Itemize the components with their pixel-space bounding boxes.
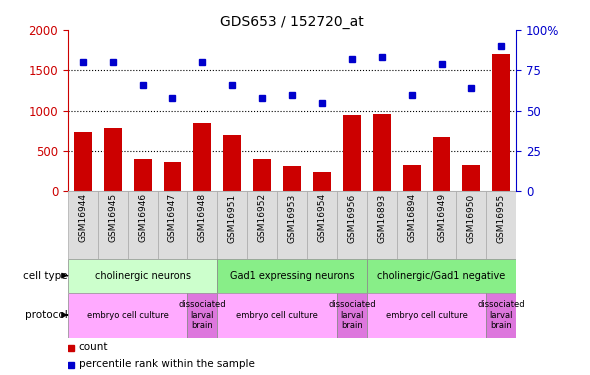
Text: cholinergic/Gad1 negative: cholinergic/Gad1 negative bbox=[378, 271, 506, 280]
Text: GSM16952: GSM16952 bbox=[258, 193, 267, 242]
Bar bbox=[313, 172, 331, 191]
Text: dissociated
larval
brain: dissociated larval brain bbox=[477, 300, 525, 330]
Bar bbox=[486, 292, 516, 338]
Text: GSM16950: GSM16950 bbox=[467, 193, 476, 243]
Bar bbox=[68, 259, 217, 292]
Text: GSM16948: GSM16948 bbox=[198, 193, 207, 242]
Bar bbox=[463, 165, 480, 191]
Text: embryo cell culture: embryo cell culture bbox=[386, 310, 467, 320]
Bar bbox=[283, 166, 301, 191]
Text: percentile rank within the sample: percentile rank within the sample bbox=[78, 359, 254, 369]
Text: GSM16955: GSM16955 bbox=[497, 193, 506, 243]
Bar bbox=[432, 137, 451, 191]
Text: GSM16944: GSM16944 bbox=[78, 193, 87, 242]
Bar bbox=[307, 191, 337, 259]
Text: embryo cell culture: embryo cell culture bbox=[87, 310, 169, 320]
Bar bbox=[396, 191, 427, 259]
Bar bbox=[337, 292, 367, 338]
Bar bbox=[367, 191, 396, 259]
Text: GSM16956: GSM16956 bbox=[348, 193, 356, 243]
Bar bbox=[98, 191, 127, 259]
Bar bbox=[188, 191, 217, 259]
Text: GSM16894: GSM16894 bbox=[407, 193, 416, 242]
Bar bbox=[68, 191, 98, 259]
Text: count: count bbox=[78, 342, 108, 352]
Bar bbox=[223, 135, 241, 191]
Bar bbox=[74, 132, 92, 191]
Bar bbox=[163, 162, 182, 191]
Bar bbox=[253, 159, 271, 191]
Text: GSM16893: GSM16893 bbox=[377, 193, 386, 243]
Bar bbox=[217, 292, 337, 338]
Text: GSM16953: GSM16953 bbox=[287, 193, 297, 243]
Text: GSM16947: GSM16947 bbox=[168, 193, 177, 242]
Bar bbox=[217, 191, 247, 259]
Bar bbox=[68, 292, 188, 338]
Bar bbox=[492, 54, 510, 191]
Text: Gad1 expressing neurons: Gad1 expressing neurons bbox=[230, 271, 355, 280]
Bar bbox=[373, 114, 391, 191]
Text: GSM16951: GSM16951 bbox=[228, 193, 237, 243]
Bar bbox=[158, 191, 188, 259]
Text: embryo cell culture: embryo cell culture bbox=[236, 310, 318, 320]
Text: dissociated
larval
brain: dissociated larval brain bbox=[179, 300, 226, 330]
Text: GSM16954: GSM16954 bbox=[317, 193, 326, 242]
Title: GDS653 / 152720_at: GDS653 / 152720_at bbox=[220, 15, 364, 29]
Text: cholinergic neurons: cholinergic neurons bbox=[94, 271, 191, 280]
Bar bbox=[367, 259, 516, 292]
Text: protocol: protocol bbox=[25, 310, 67, 320]
Bar bbox=[457, 191, 486, 259]
Bar bbox=[127, 191, 158, 259]
Bar bbox=[104, 128, 122, 191]
Text: GSM16945: GSM16945 bbox=[108, 193, 117, 242]
Bar bbox=[188, 292, 217, 338]
Bar bbox=[402, 165, 421, 191]
Text: dissociated
larval
brain: dissociated larval brain bbox=[328, 300, 376, 330]
Bar bbox=[247, 191, 277, 259]
Bar bbox=[133, 159, 152, 191]
Bar bbox=[486, 191, 516, 259]
Bar bbox=[367, 292, 486, 338]
Text: cell type: cell type bbox=[22, 271, 67, 280]
Text: GSM16949: GSM16949 bbox=[437, 193, 446, 242]
Bar bbox=[194, 123, 211, 191]
Bar bbox=[337, 191, 367, 259]
Bar bbox=[277, 191, 307, 259]
Bar bbox=[217, 259, 367, 292]
Text: GSM16946: GSM16946 bbox=[138, 193, 147, 242]
Bar bbox=[427, 191, 457, 259]
Bar bbox=[343, 115, 361, 191]
